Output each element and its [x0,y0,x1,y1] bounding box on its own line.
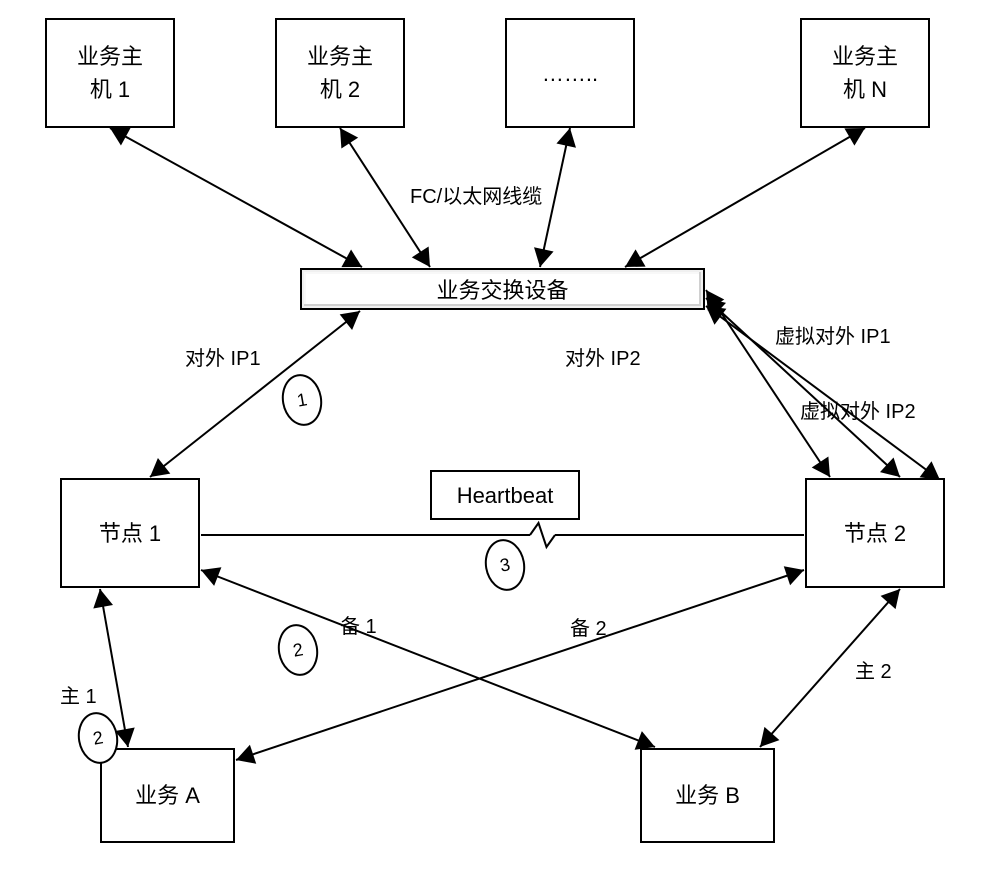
callout-badge-2b-text: 2 [91,727,105,749]
virtual-external-ip2-label: 虚拟对外 IP2 [800,395,916,424]
host-ellipsis-box: …….. [505,18,635,128]
callout-badge-3-text: 3 [498,554,512,576]
diagram-canvas: 业务主机 1 业务主机 2 …….. 业务主机 N 业务交换设备 节点 1 节点… [0,0,1000,875]
host-2-box: 业务主机 2 [275,18,405,128]
node-2-label: 节点 2 [844,517,906,550]
node-2-box: 节点 2 [805,478,945,588]
biz-b-box: 业务 B [640,748,775,843]
host-1-label: 业务主机 1 [77,40,143,106]
callout-badge-3: 3 [481,536,529,594]
callout-badge-2a-text: 2 [291,639,305,661]
callout-badge-2a: 2 [274,621,322,679]
primary-2-label: 主 2 [855,655,892,684]
host-n-box: 业务主机 N [800,18,930,128]
backup-2-label: 备 2 [570,612,607,641]
external-ip2-label: 对外 IP2 [565,342,641,371]
biz-a-box: 业务 A [100,748,235,843]
host-n-label: 业务主机 N [832,40,898,106]
biz-b-label: 业务 B [675,779,740,812]
host-2-label: 业务主机 2 [307,40,373,106]
node-1-box: 节点 1 [60,478,200,588]
switch-device-label: 业务交换设备 [436,273,568,305]
primary-1-label: 主 1 [60,680,97,709]
host-1-box: 业务主机 1 [45,18,175,128]
fc-cable-label: FC/以太网线缆 [410,180,542,209]
virtual-external-ip1-label: 虚拟对外 IP1 [775,320,891,349]
heartbeat-box: Heartbeat [430,470,580,520]
host-ellipsis-label: …….. [542,57,598,90]
connection-layer [0,0,1000,875]
biz-a-label: 业务 A [135,779,200,812]
callout-badge-1-text: 1 [295,389,309,411]
external-ip1-label: 对外 IP1 [185,342,261,371]
node-1-label: 节点 1 [99,517,161,550]
backup-1-label: 备 1 [340,610,377,639]
heartbeat-label: Heartbeat [457,479,554,512]
switch-device-box: 业务交换设备 [300,268,705,310]
callout-badge-1: 1 [278,371,326,429]
